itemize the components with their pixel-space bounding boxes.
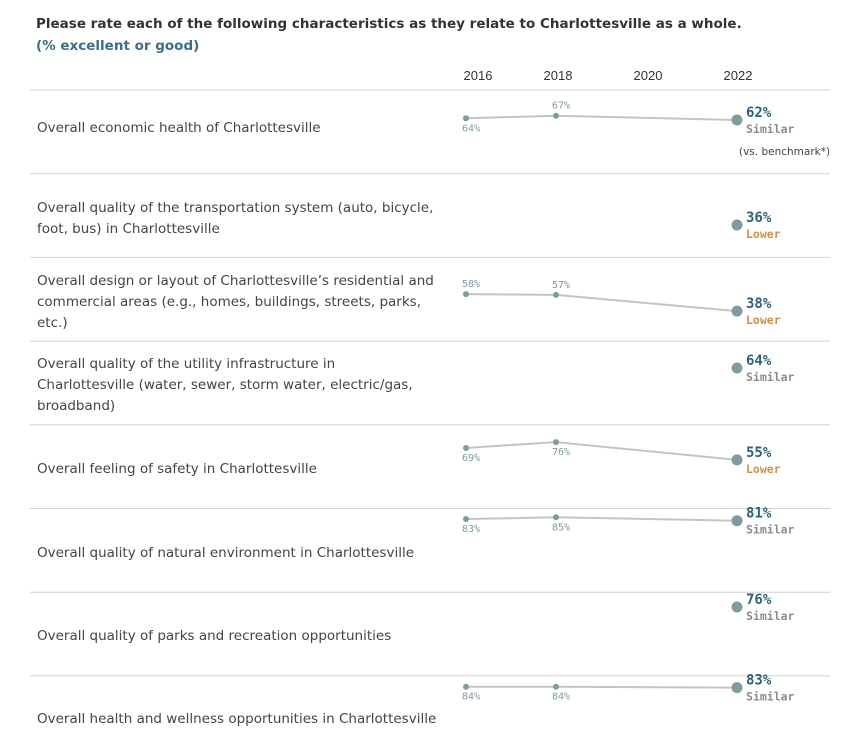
comparison-3: Similar xyxy=(746,370,795,384)
benchmark-note: (vs. benchmark*) xyxy=(739,146,830,158)
value-2022-3: 64% xyxy=(746,353,772,369)
point-label-0-2016: 64% xyxy=(462,123,480,134)
row-label-7: Overall health and wellness opportunitie… xyxy=(37,711,436,727)
comparison-1: Lower xyxy=(746,227,781,241)
x-tick-label-2020: 2020 xyxy=(634,68,663,83)
comparison-4: Lower xyxy=(746,462,781,476)
value-2022-1: 36% xyxy=(746,210,772,226)
value-2022-0: 62% xyxy=(746,105,772,121)
row-label-4: Overall feeling of safety in Charlottesv… xyxy=(37,461,317,477)
point-5-2018 xyxy=(553,514,559,521)
point-4-2016 xyxy=(463,445,469,451)
x-tick-label-2018: 2018 xyxy=(544,68,573,83)
chart-title: Please rate each of the following charac… xyxy=(36,16,742,32)
series-line-0 xyxy=(465,114,738,121)
x-tick-label-2016: 2016 xyxy=(464,68,493,83)
point-5-2016 xyxy=(463,516,469,522)
row-label-6: Overall quality of parks and recreation … xyxy=(37,628,391,644)
point-label-4-2018: 76% xyxy=(552,447,570,458)
row-label-0: Overall economic health of Charlottesvil… xyxy=(37,120,321,136)
point-label-2-2018: 57% xyxy=(552,280,570,291)
comparison-7: Similar xyxy=(746,690,795,704)
comparison-0: Similar xyxy=(746,122,795,136)
comparison-6: Similar xyxy=(746,609,795,623)
series-line-5 xyxy=(465,516,738,522)
point-5-2022 xyxy=(731,515,743,527)
point-7-2022 xyxy=(731,682,743,694)
point-3-2022 xyxy=(731,362,743,374)
point-label-2-2016: 58% xyxy=(462,279,480,290)
point-label-7-2016: 84% xyxy=(462,692,480,703)
row-label-1: Overall quality of the transportation sy… xyxy=(37,200,433,237)
point-2-2016 xyxy=(463,291,469,298)
value-2022-2: 38% xyxy=(746,296,772,312)
point-1-2022 xyxy=(731,219,743,231)
value-2022-6: 76% xyxy=(746,592,772,608)
value-2022-4: 55% xyxy=(746,445,772,461)
point-label-7-2018: 84% xyxy=(552,692,570,703)
point-0-2016 xyxy=(463,115,469,122)
point-label-4-2016: 69% xyxy=(462,453,480,464)
point-2-2018 xyxy=(553,291,559,298)
row-label-2: Overall design or layout of Charlottesvi… xyxy=(37,273,434,331)
comparison-2: Lower xyxy=(746,313,781,327)
series-line-4 xyxy=(465,441,738,461)
series-line-7 xyxy=(466,685,738,689)
point-6-2022 xyxy=(731,601,743,613)
point-0-2018 xyxy=(553,112,559,119)
row-label-5: Overall quality of natural environment i… xyxy=(37,545,414,561)
point-2-2022 xyxy=(731,305,743,317)
chart-subtitle: (% excellent or good) xyxy=(36,38,200,54)
point-0-2022 xyxy=(731,114,743,126)
point-4-2018 xyxy=(553,439,559,446)
series-line-2 xyxy=(465,293,738,313)
x-tick-label-2022: 2022 xyxy=(724,68,753,83)
point-7-2016 xyxy=(463,683,469,690)
comparison-5: Similar xyxy=(746,523,795,537)
point-label-5-2016: 83% xyxy=(462,524,480,535)
value-2022-7: 83% xyxy=(746,673,772,689)
row-label-3: Overall quality of the utility infrastru… xyxy=(37,356,413,414)
value-2022-5: 81% xyxy=(746,506,772,522)
point-label-0-2018: 67% xyxy=(552,101,570,112)
point-4-2022 xyxy=(731,454,743,466)
point-label-5-2018: 85% xyxy=(552,522,570,533)
point-7-2018 xyxy=(553,683,559,690)
